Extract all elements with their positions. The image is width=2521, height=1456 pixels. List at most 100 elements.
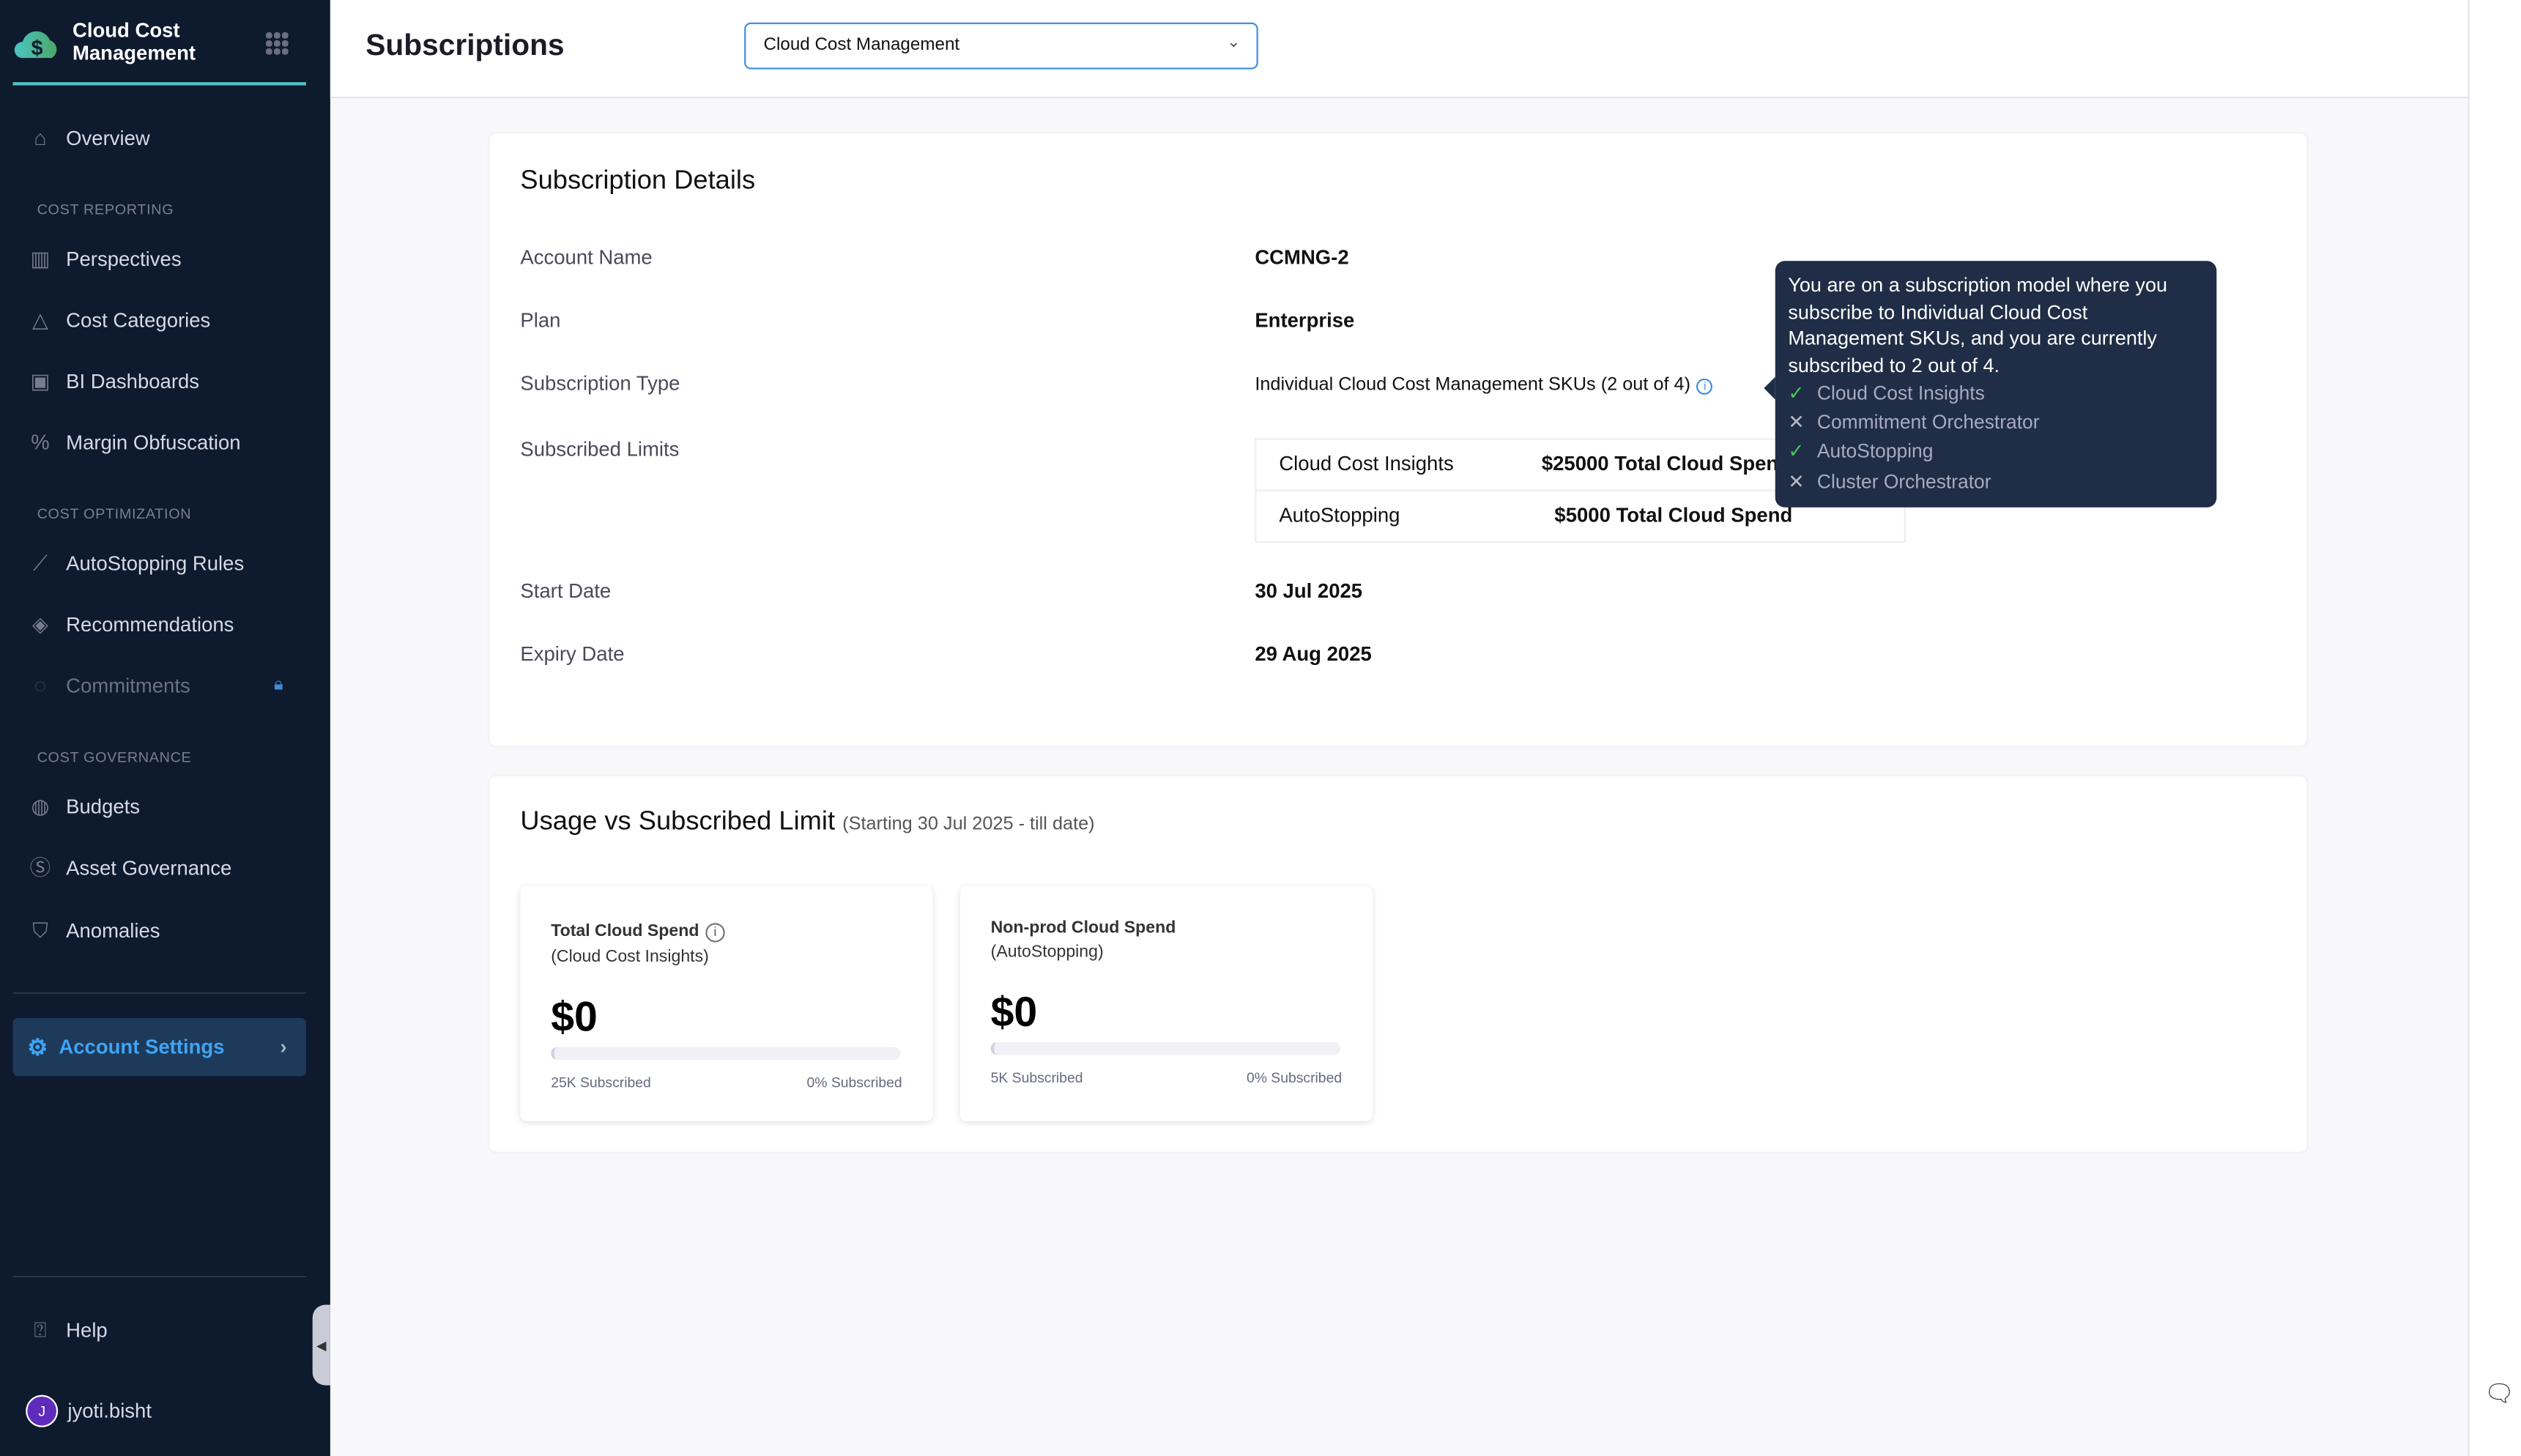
label: Margin Obfuscation	[66, 431, 241, 455]
subscribed-limits-label: Subscribed Limits	[520, 438, 680, 461]
usage-subtitle: (Starting 30 Jul 2025 - till date)	[842, 814, 1095, 835]
expiry-date-label: Expiry Date	[520, 642, 625, 666]
commitments-icon: ◌	[34, 673, 47, 698]
account-name-value: CCMNG-2	[1255, 246, 1349, 270]
home-icon: ⌂	[34, 125, 47, 150]
help-icon: ⍰	[34, 1318, 47, 1342]
sidebar-item-bi-dashboards[interactable]: ▣ BI Dashboards	[26, 365, 199, 398]
module-brand[interactable]: $ Cloud Cost Management	[12, 13, 306, 86]
chevron-down-icon: ⌄	[1227, 34, 1241, 52]
limit-name: AutoStopping	[1279, 504, 1400, 527]
sidebar: $ Cloud Cost Management ⌂ Overview COST R…	[0, 0, 330, 1456]
label: Recommendations	[66, 613, 234, 636]
label: Help	[66, 1319, 108, 1342]
gear-icon: ⚙	[27, 1033, 48, 1060]
sidebar-item-commitments[interactable]: ◌ Commitments	[26, 670, 190, 702]
sidebar-item-margin-obfuscation[interactable]: % Margin Obfuscation	[26, 427, 240, 459]
item-label: AutoStopping	[1816, 440, 1934, 464]
card-title: Subscription Details	[520, 166, 756, 196]
bar-chart-icon: ▥	[30, 246, 51, 271]
subscribed-amount: 25K Subscribed	[551, 1074, 651, 1091]
percent-icon: %	[31, 430, 50, 455]
sidebar-item-overview[interactable]: ⌂ Overview	[26, 122, 150, 155]
metric-amount: $0	[990, 987, 1038, 1036]
usage-card: Usage vs Subscribed Limit (Starting 30 J…	[489, 776, 2307, 1152]
divider	[12, 992, 306, 995]
account-name-label: Account Name	[520, 246, 653, 270]
metric-title: Non-prod Cloud Spend	[990, 918, 1176, 938]
tooltip-text: You are on a subscription model where yo…	[1788, 273, 2168, 376]
subscribed-percent: 0% Subscribed	[1246, 1069, 1343, 1086]
usage-metric-card: Non-prod Cloud Spend (AutoStopping) $0 5…	[959, 885, 1373, 1121]
label: Overview	[66, 127, 150, 150]
autostopping-icon: ⟋	[32, 551, 48, 576]
budget-icon: ◍	[31, 794, 50, 819]
subscription-type-value: Individual Cloud Cost Management SKUs (2…	[1255, 375, 1713, 395]
plan-value: Enterprise	[1255, 309, 1355, 333]
shield-alert-icon: ⛉	[32, 918, 48, 943]
item-label: Cluster Orchestrator	[1816, 469, 1991, 493]
limit-name: Cloud Cost Insights	[1279, 453, 1454, 475]
label: Budgets	[66, 795, 141, 819]
sidebar-item-budgets[interactable]: ◍ Budgets	[26, 791, 141, 823]
metric-subtitle: (AutoStopping)	[990, 942, 1104, 962]
sidebar-item-account-settings[interactable]: ⚙ Account Settings ›	[12, 1018, 306, 1077]
cloud-dollar-icon: $	[14, 31, 57, 60]
sidebar-item-help[interactable]: ⍰ Help	[26, 1315, 108, 1347]
sidebar-item-perspectives[interactable]: ▥ Perspectives	[26, 243, 181, 275]
usage-progress-bar	[990, 1042, 1340, 1055]
x-icon: ✕	[1788, 469, 1805, 493]
label: Cost Categories	[66, 309, 211, 333]
section-cost-governance: COST GOVERNANCE	[37, 749, 192, 765]
label: Anomalies	[66, 919, 160, 943]
tooltip-item: ✕ Cluster Orchestrator	[1788, 467, 2203, 496]
label: AutoStopping Rules	[66, 552, 245, 576]
governance-icon: Ⓢ	[29, 855, 51, 880]
dashboard-icon: ▣	[30, 368, 51, 393]
chat-icon[interactable]: 🗨︎	[2484, 1380, 2515, 1408]
svg-text:$: $	[31, 37, 43, 60]
limits-table: Cloud Cost Insights $25000 Total Cloud Sp…	[1255, 438, 1908, 543]
usage-metric-card: Total Cloud Spend i (Cloud Cost Insights)…	[520, 885, 933, 1121]
header: Subscriptions Cloud Cost Management ⌄	[330, 0, 2468, 99]
subscribed-percent: 0% Subscribed	[806, 1074, 902, 1091]
collapse-sidebar-button[interactable]: ◀	[312, 1304, 330, 1386]
plan-label: Plan	[520, 309, 561, 333]
tooltip-item: ✕ Commitment Orchestrator	[1788, 408, 2203, 437]
label: Asset Governance	[66, 857, 232, 880]
x-icon: ✕	[1788, 411, 1805, 434]
metric-title-text: Total Cloud Spend	[551, 921, 699, 941]
sidebar-item-autostopping-rules[interactable]: ⟋ AutoStopping Rules	[26, 548, 244, 580]
sidebar-item-asset-governance[interactable]: Ⓢ Asset Governance	[26, 852, 232, 884]
divider	[12, 1275, 306, 1278]
expiry-date-value: 29 Aug 2025	[1255, 642, 1372, 666]
section-cost-optimization: COST OPTIMIZATION	[37, 505, 192, 522]
page-title: Subscriptions	[365, 27, 565, 62]
tooltip-item: ✓ AutoStopping	[1788, 437, 2203, 467]
right-rail: 🗨︎	[2468, 0, 2521, 1456]
avatar: J	[26, 1394, 59, 1427]
info-icon[interactable]: i	[705, 923, 725, 943]
sidebar-item-recommendations[interactable]: ◈ Recommendations	[26, 609, 234, 641]
type-text: Individual Cloud Cost Management SKUs (2…	[1255, 375, 1691, 395]
usage-progress-bar	[551, 1047, 901, 1061]
label: Perspectives	[66, 248, 182, 271]
module-select[interactable]: Cloud Cost Management ⌄	[744, 22, 1258, 70]
label: Account Settings	[59, 1036, 225, 1059]
info-icon[interactable]: i	[1696, 378, 1713, 395]
app-grid-icon[interactable]	[265, 31, 289, 55]
limit-row: Cloud Cost Insights $25000 Total Cloud Sp…	[1256, 439, 1908, 491]
sidebar-item-cost-categories[interactable]: △ Cost Categories	[26, 305, 210, 337]
limit-value: $25000 Total Cloud Spend	[1541, 453, 1792, 475]
lock-icon: 🔒︎	[273, 675, 283, 694]
start-date-label: Start Date	[520, 579, 612, 603]
check-icon: ✓	[1788, 382, 1805, 405]
subscribed-amount: 5K Subscribed	[990, 1069, 1083, 1086]
subscription-tooltip: You are on a subscription model where yo…	[1764, 261, 2217, 508]
recommendations-icon: ◈	[31, 612, 48, 636]
limit-value: $5000 Total Cloud Spend	[1554, 504, 1793, 527]
sidebar-item-anomalies[interactable]: ⛉ Anomalies	[26, 915, 160, 947]
item-label: Commitment Orchestrator	[1816, 411, 2040, 434]
check-icon: ✓	[1788, 440, 1805, 464]
